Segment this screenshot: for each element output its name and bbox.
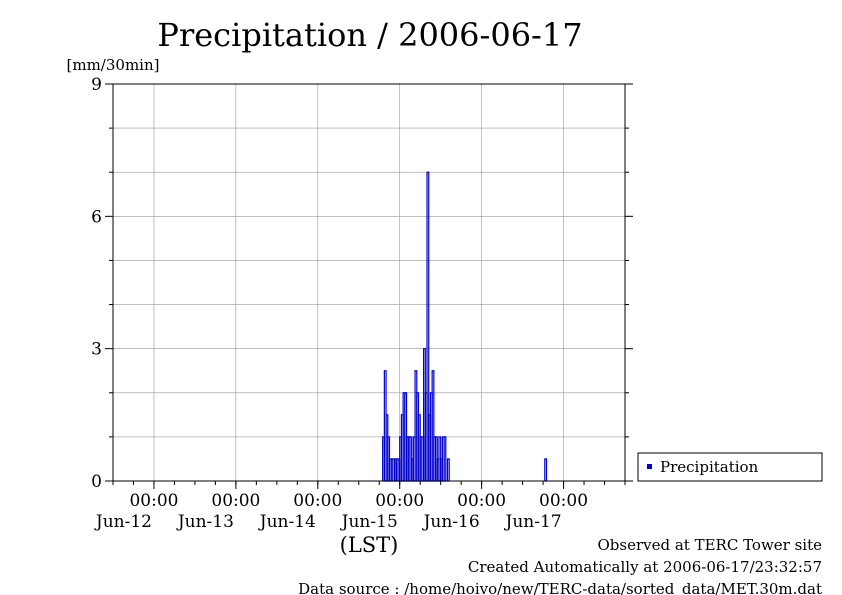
legend: Precipitation: [637, 452, 823, 482]
footer-site: Observed at TERC Tower site: [597, 536, 822, 554]
precipitation-bar: [446, 458, 450, 482]
x-axis-label: (LST): [340, 533, 399, 557]
x-tick-label-date: Jun-13: [176, 512, 234, 532]
chart-title: Precipitation / 2006-06-17: [157, 16, 582, 54]
x-tick-label-time: 00:00: [375, 491, 424, 511]
x-tick-label-time: 00:00: [129, 491, 178, 511]
footer-created: Created Automatically at 2006-06-17/23:3…: [468, 558, 822, 576]
y-tick-label: 0: [91, 472, 102, 492]
legend-swatch: [647, 464, 652, 469]
x-tick-label-time: 00:00: [539, 491, 588, 511]
x-tick-label-date: Jun-16: [422, 512, 480, 532]
y-axis-unit-label: [mm/30min]: [67, 56, 160, 74]
y-tick-label: 3: [91, 340, 102, 360]
axes: 036900:00Jun-1200:00Jun-1300:00Jun-1400:…: [91, 75, 633, 532]
grid: [113, 84, 625, 481]
y-tick-label: 6: [91, 207, 102, 227]
x-tick-label-time: 00:00: [293, 491, 342, 511]
legend-label: Precipitation: [660, 458, 759, 476]
x-tick-label-date: Jun-17: [504, 512, 562, 532]
legend-box: [637, 452, 823, 482]
plot-frame: [112, 83, 626, 482]
x-tick-label-date: Jun-12: [94, 512, 152, 532]
footer-source: Data source : /home/hoivo/new/TERC-data/…: [298, 580, 822, 595]
x-tick-label-date: Jun-14: [258, 512, 316, 532]
bars: [382, 171, 548, 482]
x-tick-label-time: 00:00: [211, 491, 260, 511]
x-tick-label-date: Jun-15: [340, 512, 398, 532]
precipitation-bar: [544, 458, 548, 482]
precipitation-bar: [443, 436, 447, 482]
y-tick-label: 9: [91, 75, 102, 95]
x-tick-label-time: 00:00: [457, 491, 506, 511]
